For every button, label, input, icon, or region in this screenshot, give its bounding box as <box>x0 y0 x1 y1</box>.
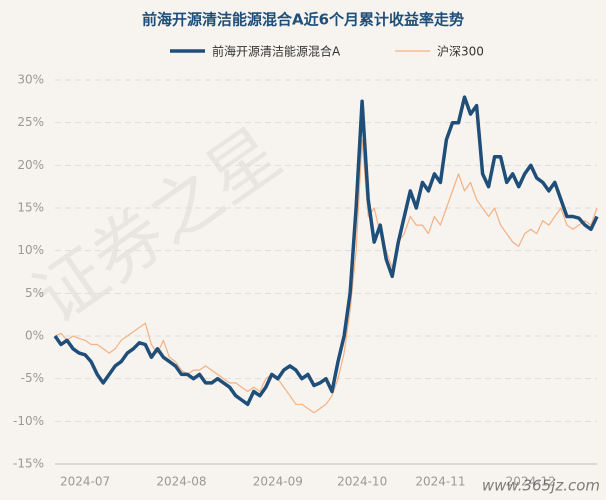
y-tick-label: -10% <box>13 414 44 428</box>
y-tick-label: 25% <box>17 115 44 129</box>
y-tick-label: 0% <box>25 329 44 343</box>
y-tick-label: 30% <box>17 73 44 87</box>
x-tick-label: 2024-07 <box>60 475 110 489</box>
x-tick-label: 2024-11 <box>415 475 465 489</box>
x-tick-label: 2024-08 <box>156 475 206 489</box>
series-line <box>53 95 599 407</box>
chart-title: 前海开源清洁能源混合A近6个月累计收益率走势 <box>142 11 464 29</box>
legend-label: 沪深300 <box>437 45 484 59</box>
x-tick-label: 2024-10 <box>337 475 387 489</box>
y-tick-label: -5% <box>21 371 44 385</box>
y-tick-label: 10% <box>17 243 44 257</box>
y-tick-label: -15% <box>13 457 44 471</box>
y-tick-label: 20% <box>17 158 44 172</box>
source-mark: www.365jz.com <box>482 477 600 495</box>
y-tick-label: 5% <box>25 286 44 300</box>
y-tick-label: 15% <box>17 201 44 215</box>
x-tick-label: 2024-09 <box>253 475 303 489</box>
series-line <box>54 139 598 414</box>
legend-label: 前海开源清洁能源混合A <box>212 44 341 59</box>
x-tick-label: 2024-12 <box>506 475 556 489</box>
